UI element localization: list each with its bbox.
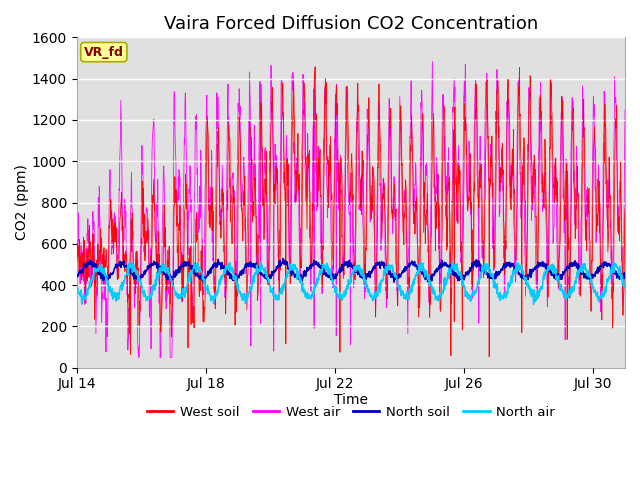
- Text: VR_fd: VR_fd: [84, 46, 124, 59]
- Title: Vaira Forced Diffusion CO2 Concentration: Vaira Forced Diffusion CO2 Concentration: [164, 15, 538, 33]
- Y-axis label: CO2 (ppm): CO2 (ppm): [15, 165, 29, 240]
- X-axis label: Time: Time: [334, 393, 368, 407]
- Legend: West soil, West air, North soil, North air: West soil, West air, North soil, North a…: [141, 400, 560, 424]
